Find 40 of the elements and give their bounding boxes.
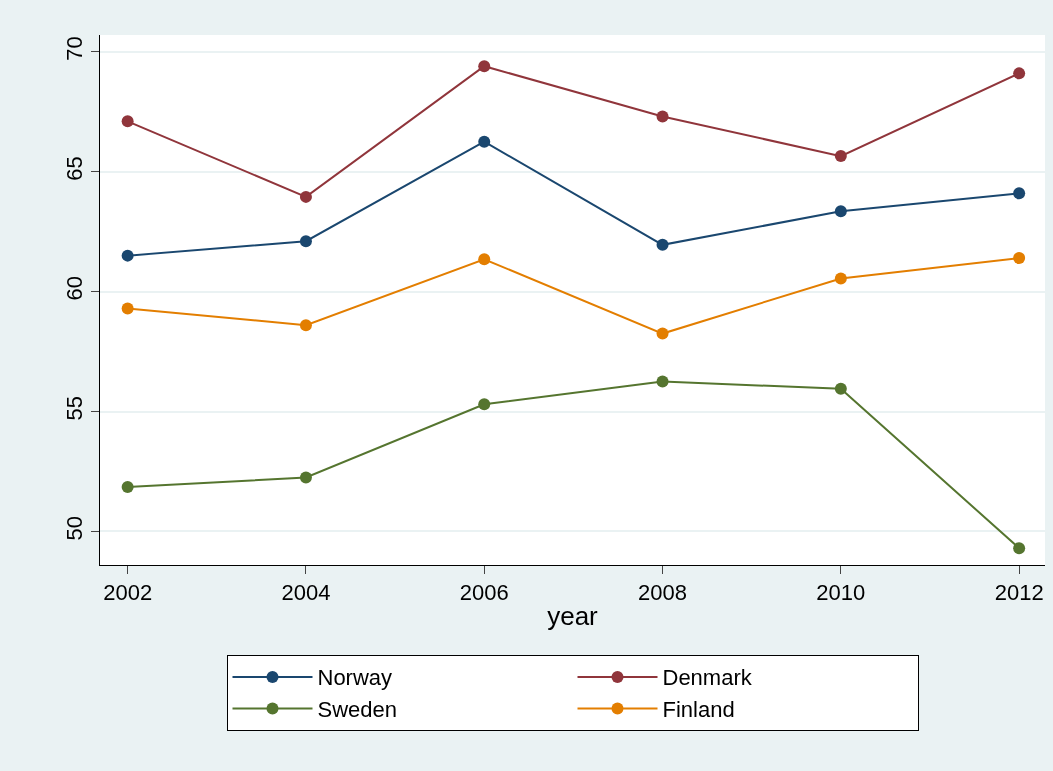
point <box>478 398 491 411</box>
x-tick-label: 2004 <box>281 580 331 606</box>
point <box>656 375 669 388</box>
legend-label: Denmark <box>662 665 753 691</box>
y-tick-label: 50 <box>62 515 88 541</box>
legend-label: Finland <box>662 697 735 723</box>
point <box>121 302 134 315</box>
x-tick-label: 2006 <box>459 580 509 606</box>
x-tick-label: 2008 <box>638 580 688 606</box>
point <box>299 319 312 332</box>
y-tick-label: 65 <box>62 156 88 181</box>
point <box>121 249 134 262</box>
point <box>478 60 491 73</box>
y-tick-label: 60 <box>62 276 88 301</box>
y-tick-label: 70 <box>62 36 88 61</box>
point <box>834 205 847 218</box>
point <box>1013 252 1026 265</box>
point <box>1013 542 1026 555</box>
x-tick-label: 2010 <box>816 580 866 606</box>
point <box>299 235 312 248</box>
point <box>834 150 847 163</box>
point <box>478 253 491 266</box>
point <box>656 327 669 340</box>
point <box>656 110 669 123</box>
x-tick-label: 2012 <box>994 580 1044 606</box>
point <box>121 115 134 128</box>
point <box>834 382 847 395</box>
point <box>478 135 491 148</box>
legend-label: Norway <box>317 665 393 691</box>
x-tick-label: 2002 <box>103 580 153 606</box>
point <box>299 190 312 203</box>
point <box>299 471 312 484</box>
point <box>834 272 847 285</box>
y-tick-label: 55 <box>62 395 88 421</box>
point <box>121 481 134 494</box>
x-axis-title: year <box>547 601 599 632</box>
legend-label: Sweden <box>317 697 398 723</box>
point <box>1013 187 1026 200</box>
point <box>656 238 669 251</box>
point <box>1013 67 1026 80</box>
